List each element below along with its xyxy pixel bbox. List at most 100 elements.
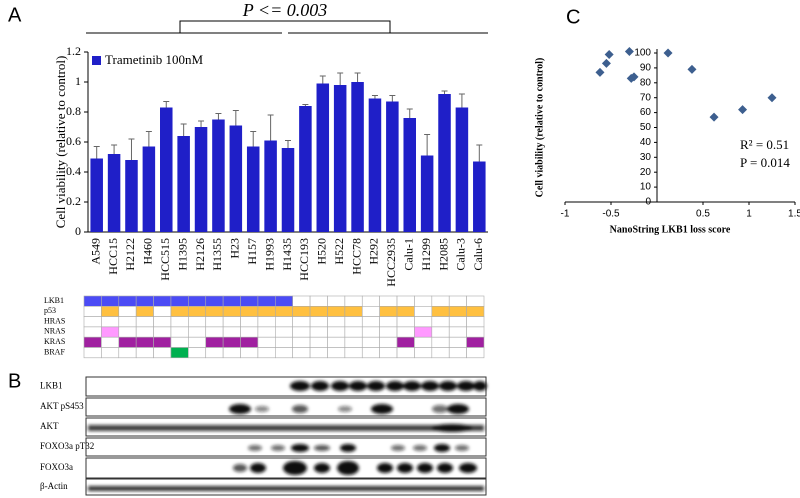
mutation-cell xyxy=(396,336,415,348)
mutation-cell xyxy=(292,326,311,338)
mutation-cell xyxy=(396,347,415,359)
mutation-cell xyxy=(205,336,224,348)
mutation-cell xyxy=(170,336,189,348)
point xyxy=(767,93,777,103)
mutation-cell xyxy=(101,305,120,317)
mutation-cell xyxy=(188,305,207,317)
blot-frame xyxy=(85,437,487,457)
y-tick-label: 100 xyxy=(634,48,651,59)
bar xyxy=(281,148,295,232)
x-tick-label: H460 xyxy=(141,238,155,265)
mutation-cell xyxy=(101,326,120,338)
mutation-cell xyxy=(257,347,276,359)
mutation-label: LKB1 xyxy=(44,296,64,305)
bar xyxy=(107,154,121,232)
mutation-cell xyxy=(101,347,120,359)
x-tick-label: HCC78 xyxy=(349,238,363,275)
mutation-cell xyxy=(466,347,485,359)
y-tick-label: 30 xyxy=(640,152,652,163)
x-tick-label: H2122 xyxy=(123,238,137,271)
mutation-cell xyxy=(431,326,450,338)
mutation-cell xyxy=(205,347,224,359)
mutation-cell xyxy=(396,316,415,328)
mutation-cell xyxy=(257,326,276,338)
mutation-cell xyxy=(379,336,398,348)
mutation-cell xyxy=(101,316,120,328)
mutation-cell xyxy=(205,295,224,307)
mutation-cell xyxy=(327,347,346,359)
mutation-cell xyxy=(188,336,207,348)
mutation-cell xyxy=(118,326,137,338)
p-annotation: P <= 0.003 xyxy=(242,0,327,20)
x-tick-label: H1355 xyxy=(210,238,224,271)
mutation-cell xyxy=(153,336,172,348)
mutation-cell xyxy=(431,295,450,307)
x-tick-label: A549 xyxy=(88,238,102,265)
mutation-cell xyxy=(83,305,102,317)
x-tick-label: H292 xyxy=(367,238,381,265)
mutation-cell xyxy=(414,316,433,328)
mutation-cell xyxy=(379,305,398,317)
x-tick-label: H520 xyxy=(315,238,329,265)
mutation-cell xyxy=(448,295,467,307)
mutation-cell xyxy=(396,295,415,307)
mutation-cell xyxy=(222,316,241,328)
mutation-cell xyxy=(275,326,293,338)
mutation-cell xyxy=(466,316,485,328)
x-tick-label: 1 xyxy=(746,209,752,220)
mutation-cell xyxy=(118,316,137,328)
mutation-cell xyxy=(466,326,485,338)
y-tick-label: 0.4 xyxy=(66,164,81,178)
mutation-cell xyxy=(361,305,380,317)
mutation-cell xyxy=(431,316,450,328)
bar xyxy=(90,158,103,232)
mutation-cell xyxy=(431,347,450,359)
y-tick-label: 1.2 xyxy=(66,44,81,58)
mutation-cell xyxy=(135,336,154,348)
point xyxy=(595,67,605,77)
x-tick-label: 1.5 xyxy=(788,209,800,220)
panel-label: B xyxy=(8,370,21,392)
mutation-cell xyxy=(240,295,259,307)
mutation-cell xyxy=(188,316,207,328)
point xyxy=(663,48,673,58)
mutation-cell xyxy=(83,336,102,348)
x-tick-label: HCC15 xyxy=(106,238,120,275)
mutation-cell xyxy=(361,316,380,328)
mutation-cell xyxy=(275,347,293,359)
mutation-label: BRAF xyxy=(44,347,65,356)
mutation-cell xyxy=(309,336,328,348)
x-tick-label: Calu-1 xyxy=(401,238,415,271)
x-tick-label: -1 xyxy=(561,209,570,220)
mutation-cell xyxy=(83,326,102,338)
x-tick-label: H522 xyxy=(332,238,346,265)
mutation-cell xyxy=(170,326,189,338)
mutation-cell xyxy=(379,347,398,359)
mutation-cell xyxy=(205,316,224,328)
mutation-cell xyxy=(448,316,467,328)
mutation-cell xyxy=(327,305,346,317)
mutation-cell xyxy=(431,336,450,348)
mutation-cell xyxy=(222,347,241,359)
mutation-cell xyxy=(309,347,328,359)
mutation-label: KRAS xyxy=(44,337,65,346)
y-tick-label: 90 xyxy=(640,63,652,74)
y-tick-label: 0.6 xyxy=(66,134,81,148)
x-tick-label: H1299 xyxy=(419,238,433,271)
mutation-cell xyxy=(344,305,363,317)
point xyxy=(629,72,639,82)
bar xyxy=(264,140,277,232)
blot-label: AKT xyxy=(40,421,59,431)
stat-annotation: R² = 0.51 xyxy=(740,137,789,152)
mutation-cell xyxy=(327,316,346,328)
x-tick-label: -0.5 xyxy=(602,209,620,220)
bar xyxy=(438,94,451,232)
stat-annotation: P = 0.014 xyxy=(740,155,790,170)
mutation-cell xyxy=(396,305,415,317)
y-tick-label: 50 xyxy=(640,122,652,133)
mutation-cell xyxy=(135,305,154,317)
mutation-cell xyxy=(466,336,485,348)
y-tick-label: 80 xyxy=(640,77,652,88)
mutation-cell xyxy=(257,316,276,328)
